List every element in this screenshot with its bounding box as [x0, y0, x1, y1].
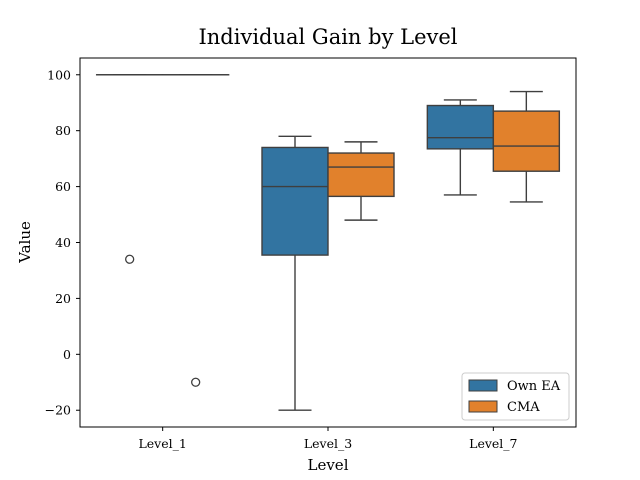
x-tick-label: Level_7: [469, 436, 517, 451]
box-cma-level_3: [328, 142, 394, 220]
x-tick-label: Level_1: [138, 436, 186, 451]
y-tick-label: 0: [63, 347, 71, 362]
legend-label: Own EA: [507, 379, 561, 394]
legend-label: CMA: [507, 400, 540, 415]
box-own-ea-level_3: [262, 136, 328, 410]
box-own-ea-level_7: [427, 100, 493, 195]
outlier-point: [192, 378, 200, 386]
y-tick-label: 60: [55, 179, 71, 194]
box-body: [493, 111, 559, 171]
x-axis-label: Level: [308, 456, 349, 474]
box-body: [328, 153, 394, 196]
outlier-point: [126, 255, 134, 263]
box-body: [262, 147, 328, 255]
y-tick-label: 20: [55, 291, 71, 306]
y-axis-label: Value: [16, 221, 34, 264]
x-tick-label: Level_3: [304, 436, 352, 451]
box-own-ea-level_1: [97, 75, 163, 264]
y-tick-label: 80: [55, 123, 71, 138]
y-tick-label: 100: [47, 67, 71, 82]
legend-swatch: [469, 401, 497, 412]
box-body: [427, 106, 493, 149]
y-tick-label: 40: [55, 235, 71, 250]
legend-swatch: [469, 380, 497, 391]
box-cma-level_1: [163, 75, 229, 387]
y-tick-label: −20: [45, 403, 71, 418]
legend: Own EA CMA: [462, 373, 569, 420]
chart-title: Individual Gain by Level: [198, 25, 457, 49]
box-cma-level_7: [493, 92, 559, 202]
